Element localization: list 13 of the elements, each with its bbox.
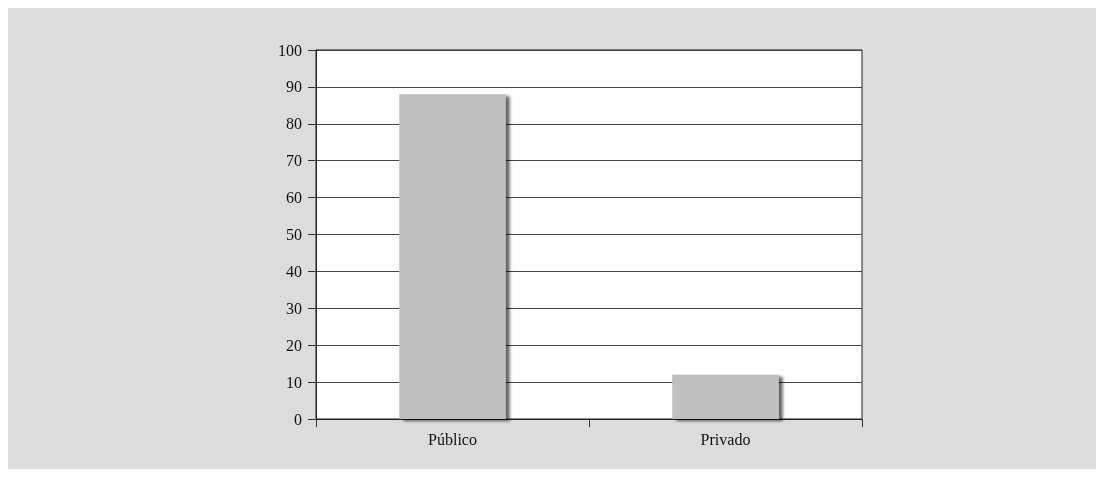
x-tick-label: Público [428,430,477,448]
y-tick-label: 50 [286,226,302,243]
y-tick-label: 20 [286,336,302,354]
y-tick-label: 70 [286,152,302,170]
y-tick-label: 30 [286,299,302,317]
y-tick-label: 60 [286,189,302,207]
y-tick-label: 40 [286,262,302,280]
y-tick-label: 0 [294,410,302,428]
y-tick-label: 100 [278,41,302,59]
x-tick-label: Privado [700,430,751,448]
y-tick-label: 10 [286,373,302,391]
y-tick-label: 90 [286,78,302,96]
y-tick-label: 80 [286,115,302,133]
